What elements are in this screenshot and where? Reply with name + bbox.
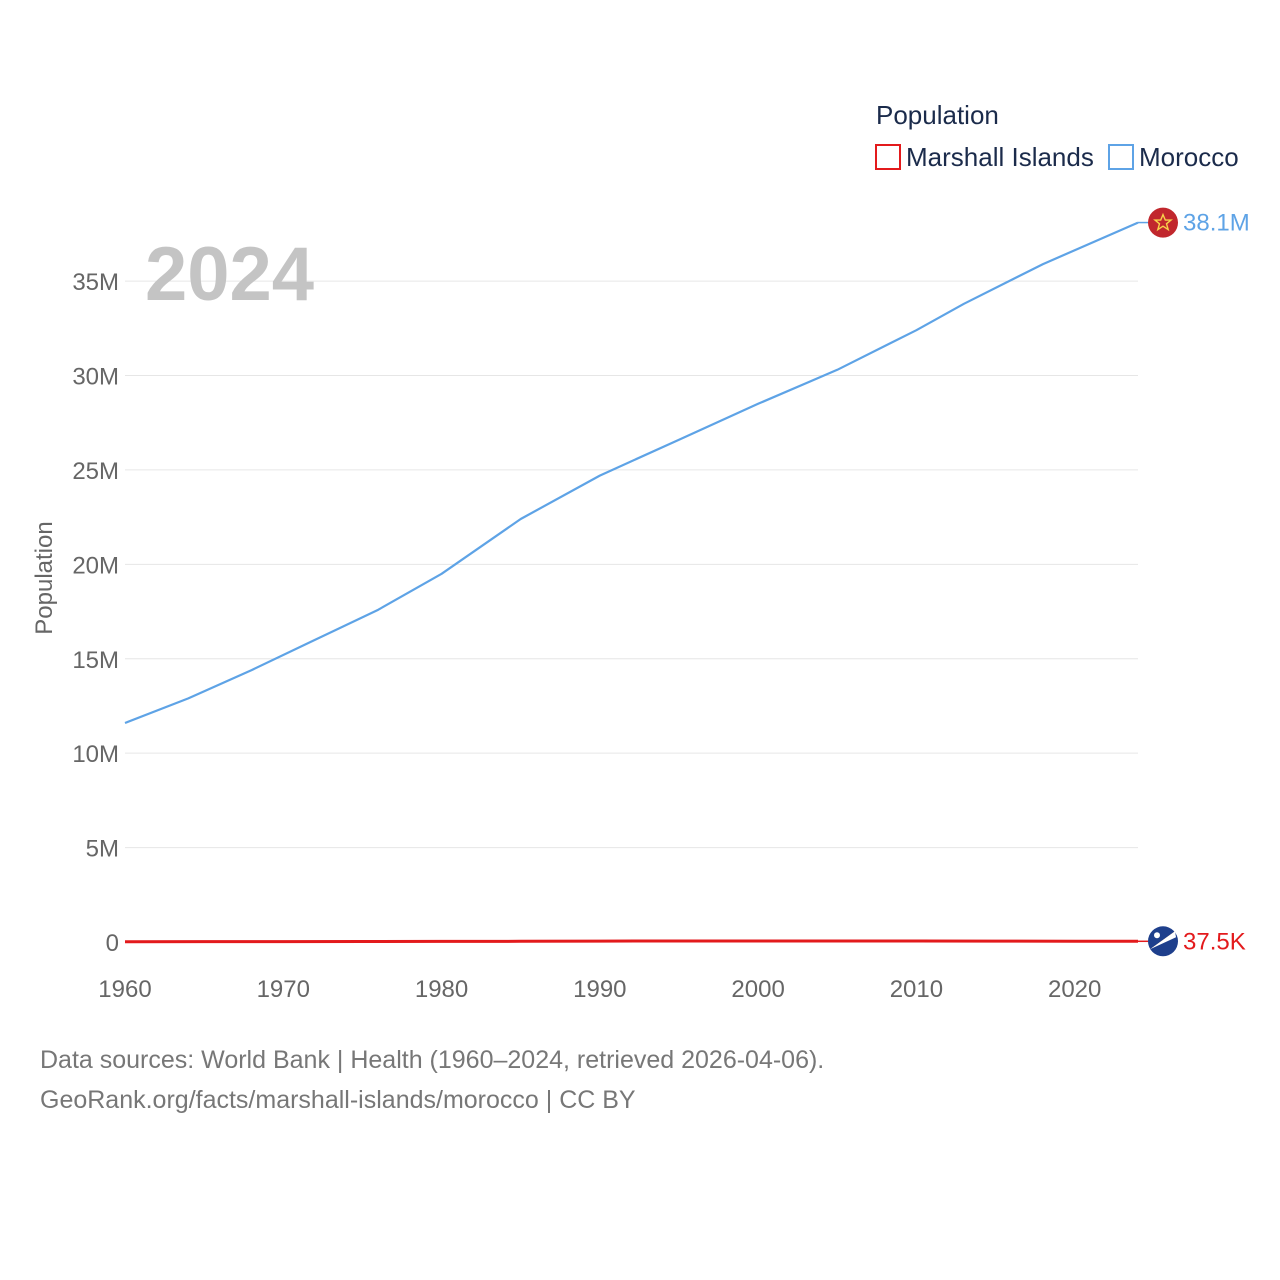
y-tick-label: 30M (72, 364, 119, 391)
end-label-morocco: 38.1M (1183, 210, 1250, 237)
morocco-flag-icon (1148, 207, 1178, 238)
y-tick-label: 10M (72, 741, 119, 768)
x-tick-label: 1990 (573, 976, 626, 1003)
x-tick-label: 2020 (1048, 976, 1101, 1003)
end-label-marshall-islands: 37.5K (1183, 928, 1246, 955)
legend-label-morocco: Morocco (1139, 142, 1239, 172)
y-tick-label: 15M (72, 647, 119, 674)
source-link[interactable]: GeoRank.org/facts/marshall-islands/moroc… (40, 1086, 636, 1114)
series-line-morocco (124, 221, 1139, 725)
y-axis-ticks: 0 5M 10M 15M 20M 25M 30M 35M (72, 269, 119, 957)
x-tick-label: 1970 (257, 976, 310, 1003)
y-tick-label: 0 (106, 930, 119, 957)
x-axis-ticks: 1960 1970 1980 1990 2000 2010 2020 (98, 976, 1101, 1003)
legend-swatch-marshall-islands (875, 144, 901, 170)
x-tick-label: 1980 (415, 976, 468, 1003)
x-tick-label: 1960 (98, 976, 151, 1003)
series-line-marshall-islands (124, 939, 1139, 944)
legend-item-marshall-islands[interactable]: Marshall Islands (875, 142, 1094, 172)
y-tick-label: 35M (72, 269, 119, 296)
legend-label-marshall-islands: Marshall Islands (906, 142, 1094, 172)
marshall-islands-flag-icon (1148, 926, 1178, 957)
legend-title: Population (876, 100, 999, 130)
legend-swatch-morocco (1108, 144, 1134, 170)
data-source-note: Data sources: World Bank | Health (1960–… (40, 1046, 825, 1074)
legend-item-morocco[interactable]: Morocco (1108, 142, 1239, 172)
population-chart: 0 5M 10M 15M 20M 25M 30M 35M 1960 1970 1980 1990 20… (31, 100, 1250, 1003)
current-year-label: 2024 (145, 232, 314, 317)
grid-lines (125, 280, 1138, 849)
series-lines (124, 221, 1139, 944)
footer: Data sources: World Bank | Health (1960–… (40, 1040, 824, 1120)
x-tick-label: 2000 (731, 976, 784, 1003)
x-tick-label: 2010 (890, 976, 943, 1003)
y-tick-label: 20M (72, 552, 119, 579)
y-axis-title: Population (31, 521, 58, 634)
end-markers: 37.5K 38.1M (1138, 207, 1250, 957)
y-tick-label: 25M (72, 458, 119, 485)
y-tick-label: 5M (86, 836, 119, 863)
